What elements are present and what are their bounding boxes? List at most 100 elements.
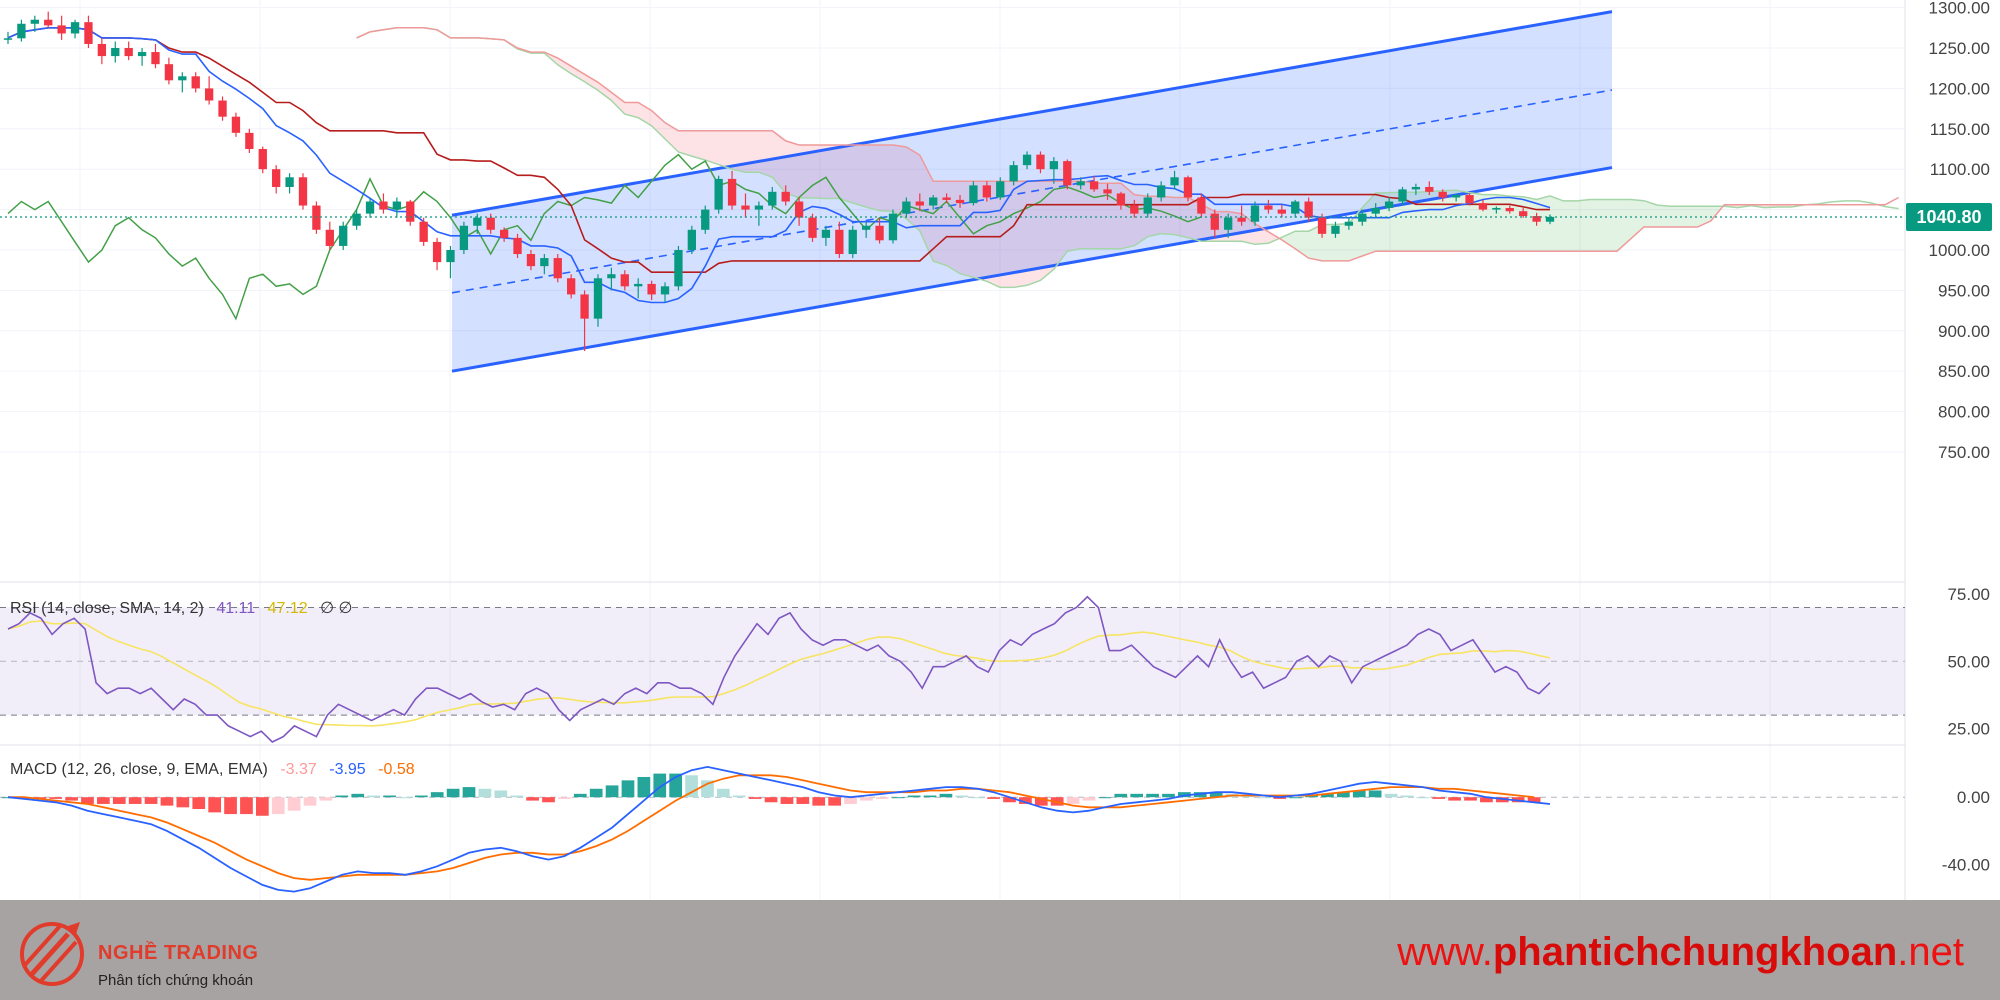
candle-body — [794, 201, 804, 218]
macd-tick-label: -40.00 — [1942, 856, 1990, 875]
candle-body — [486, 217, 495, 230]
cloud-segment — [1590, 199, 1604, 252]
cloud-segment — [1442, 190, 1457, 252]
cloud-segment — [611, 92, 625, 115]
macd-histogram-bar — [240, 797, 253, 815]
macd-histogram-bar — [605, 785, 619, 798]
candle-body — [1130, 205, 1139, 214]
candle-body — [1492, 207, 1501, 210]
cloud-segment — [812, 144, 826, 199]
candle-body — [768, 191, 777, 206]
candle-body — [835, 229, 844, 255]
macd-histogram-bar — [558, 797, 571, 799]
macd-histogram-bar — [907, 795, 921, 798]
candle-body — [1384, 201, 1394, 208]
channel-mid-line — [451, 89, 1613, 294]
cloud-segment — [758, 130, 773, 178]
candle-body — [1425, 186, 1434, 192]
brand-logo-icon — [20, 922, 84, 986]
cloud-segment — [732, 130, 746, 173]
candle-body — [499, 229, 509, 238]
candle-body — [607, 274, 616, 279]
price-tick-label: 1000.00 — [1929, 241, 1990, 260]
cloud-segment — [799, 144, 813, 198]
candle-body — [1250, 205, 1260, 222]
rsi-tick-label: 75.00 — [1947, 585, 1990, 604]
candle-body — [137, 52, 147, 57]
candle-body — [1411, 186, 1421, 190]
cloud-segment — [866, 144, 880, 211]
macd-hist-legend-value: -3.37 — [280, 761, 317, 778]
macd-histogram-bar — [1034, 797, 1048, 806]
candle-body — [1063, 161, 1072, 186]
candle-body — [97, 43, 107, 57]
cloud-segment — [1080, 181, 1095, 249]
last-price-tag: 1040.80 — [1906, 203, 1992, 232]
candle-body — [513, 237, 522, 255]
candle-body — [754, 205, 764, 210]
candle-body — [1183, 177, 1193, 198]
price-tick-label: 850.00 — [1938, 362, 1990, 381]
candle-body — [1156, 185, 1166, 198]
macd-histogram-bar — [1321, 793, 1334, 798]
cloud-segment — [1027, 181, 1041, 286]
candle-body — [352, 213, 361, 226]
macd-histogram-bar — [510, 795, 524, 798]
candle-body — [1478, 203, 1488, 210]
website-link[interactable]: www.phantichchungkhoan.net — [1397, 930, 1964, 975]
macd-histogram-bar — [160, 797, 174, 806]
macd-histogram-bar — [1416, 797, 1430, 799]
candle-body — [1170, 177, 1179, 186]
macd-histogram-bar — [1146, 793, 1159, 798]
macd-histogram-bar — [1082, 797, 1096, 801]
candle-body — [848, 229, 857, 255]
candle-body — [982, 185, 991, 198]
cloud-segment — [1161, 196, 1175, 235]
base-line — [7, 27, 1550, 273]
macd-histogram-bar — [780, 797, 794, 804]
candle-body — [634, 283, 643, 287]
macd-signal-legend-value: -0.58 — [378, 761, 415, 778]
macd-histogram-bar — [1114, 793, 1128, 798]
rsi-legend-label: RSI (14, close, SMA, 14, 2) — [10, 600, 204, 617]
candle-body — [902, 201, 911, 214]
macd-tick-label: 0.00 — [1957, 788, 1990, 807]
candle-body — [17, 23, 26, 39]
cloud-segment — [1295, 231, 1309, 259]
candle-body — [3, 38, 13, 40]
price-tick-label: 900.00 — [1938, 322, 1990, 341]
macd-histogram-bar — [81, 797, 94, 804]
candle-body — [687, 229, 697, 250]
macd-histogram-bar — [351, 793, 365, 798]
candle-body — [57, 25, 66, 34]
candle-body — [312, 205, 321, 230]
macd-histogram-bar — [1066, 797, 1080, 804]
cloud-segment — [1496, 194, 1510, 252]
macd-histogram-bar — [812, 797, 826, 806]
macd-histogram-bar — [49, 797, 63, 799]
candle-body — [1291, 201, 1300, 214]
macd-histogram-bar — [335, 795, 349, 798]
price-tick-label: 800.00 — [1938, 403, 1990, 422]
rsi-pane: 75.00 50.00 25.00 — [0, 585, 1990, 743]
macd-histogram-bar — [462, 787, 476, 798]
macd-histogram-bar — [224, 797, 237, 815]
candle-body — [647, 283, 656, 295]
cloud-segment — [665, 122, 679, 153]
cloud-segment — [1053, 181, 1068, 270]
price-tick-label: 1200.00 — [1929, 79, 1990, 98]
cloud-segment — [584, 74, 598, 91]
cloud-segment — [879, 144, 893, 212]
candle-body — [406, 201, 415, 222]
candlesticks — [3, 11, 1555, 351]
candle-body — [1264, 205, 1273, 210]
price-tick-label: 1150.00 — [1930, 120, 1990, 139]
cloud-segment — [852, 144, 867, 208]
candle-body — [1465, 195, 1474, 204]
cloud-segment — [1013, 181, 1028, 288]
macd-histogram-bar — [796, 797, 810, 804]
macd-histogram-bar — [414, 795, 428, 798]
candle-body — [660, 286, 670, 295]
macd-histogram-bar — [717, 788, 730, 798]
cloud-segment — [1281, 231, 1296, 249]
